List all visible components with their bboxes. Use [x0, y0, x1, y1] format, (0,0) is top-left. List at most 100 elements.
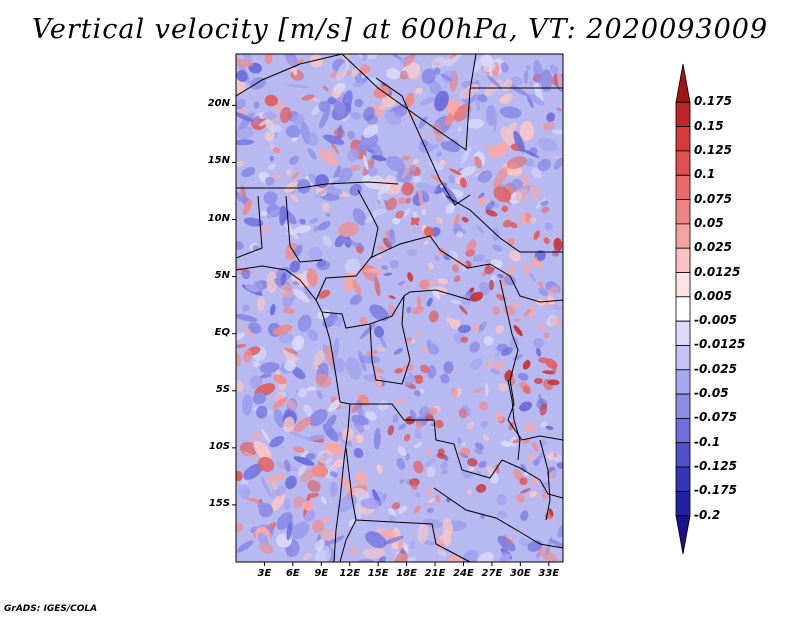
field-patch: [508, 422, 515, 431]
field-patch: [291, 288, 310, 303]
field-patch: [301, 94, 315, 101]
field-patch: [307, 329, 319, 341]
field-patch: [537, 159, 552, 172]
field-patch: [496, 510, 507, 519]
field-patch: [476, 551, 494, 562]
field-patch: [517, 372, 529, 381]
field-patch: [401, 155, 411, 161]
field-patch: [359, 323, 376, 340]
field-patch: [353, 437, 358, 443]
field-patch: [259, 541, 274, 554]
lon-ticks: [263, 562, 550, 566]
field-patch: [492, 305, 500, 315]
field-patch: [401, 182, 414, 196]
field-patch: [548, 508, 554, 516]
field-patch: [446, 317, 456, 324]
field-patch: [534, 250, 546, 262]
field-patch: [413, 441, 423, 449]
field-patch: [270, 472, 281, 492]
field-patch: [236, 139, 255, 146]
field-patch: [330, 141, 340, 155]
field-patch: [377, 193, 385, 207]
field-patch: [236, 82, 245, 98]
field-patch: [465, 249, 476, 257]
field-patch: [426, 131, 432, 137]
border-line: [445, 195, 563, 253]
field-patch: [357, 133, 379, 152]
field-patch: [415, 182, 438, 194]
field-patch: [379, 105, 386, 111]
field-patch: [299, 218, 306, 225]
field-patch: [459, 447, 471, 457]
field-patch: [359, 355, 381, 364]
field-patch: [509, 263, 516, 272]
field-patch: [292, 335, 305, 351]
field-patch: [359, 316, 368, 326]
colorbar-label: -0.075: [694, 410, 737, 425]
colorbar-swatch: [675, 393, 691, 419]
field-patch: [260, 475, 272, 498]
field-patch: [433, 67, 441, 76]
colorbar-label: -0.175: [694, 483, 737, 498]
field-patch: [422, 347, 429, 354]
field-patch: [383, 237, 392, 249]
coastline: [236, 265, 351, 562]
field-patch: [236, 111, 254, 122]
field-patch: [243, 349, 253, 363]
field-patch: [494, 350, 501, 359]
field-patch: [262, 111, 277, 120]
field-patch: [257, 456, 275, 473]
field-patch: [327, 399, 341, 413]
field-patch: [469, 341, 480, 353]
field-patch: [419, 364, 430, 374]
plot-title: Vertical velocity [m/s] at 600hPa, VT: 2…: [31, 14, 769, 45]
field-patch: [285, 242, 299, 261]
border-line: [236, 181, 399, 189]
field-patch: [338, 222, 359, 237]
field-patch: [328, 535, 345, 545]
field-patch: [413, 175, 422, 183]
field-patch: [297, 465, 306, 477]
field-patch: [449, 168, 462, 176]
field-patch: [405, 453, 411, 461]
field-patch: [481, 272, 486, 277]
field-patch: [307, 492, 319, 498]
colorbar-arrow-bottom: [675, 515, 691, 555]
field-patch: [313, 225, 319, 233]
field-patch: [500, 551, 511, 562]
field-patch: [496, 494, 508, 506]
lon-label: 6E: [285, 568, 300, 579]
field-patch: [434, 495, 441, 502]
field-patch: [241, 268, 251, 280]
field-patch: [314, 184, 334, 198]
field-patch: [306, 268, 318, 287]
field-patch: [513, 325, 523, 337]
field-patch: [386, 54, 403, 61]
lat-label: 5N: [214, 269, 230, 281]
field-patch: [454, 213, 460, 227]
field-patch: [298, 388, 308, 398]
field-patch: [509, 250, 521, 262]
field-patch: [553, 237, 563, 252]
field-patch: [485, 201, 495, 212]
field-patch: [236, 313, 258, 322]
field-patch: [533, 59, 544, 84]
field-patch: [398, 505, 408, 514]
field-patch: [236, 160, 244, 167]
colorbar-label: 0.0125: [694, 264, 741, 279]
field-patch: [403, 542, 409, 554]
field-patch: [541, 206, 550, 213]
border-line: [341, 54, 477, 151]
field-patch: [391, 502, 401, 510]
field-patch: [528, 147, 538, 156]
field-patch: [289, 431, 309, 440]
colorbar-swatch: [675, 126, 691, 152]
field-patch: [401, 160, 415, 179]
field-patch: [424, 240, 429, 245]
colorbar-label: 0.05: [694, 215, 724, 230]
field-patch: [284, 54, 298, 68]
field-patch: [289, 260, 301, 273]
lat-label: 15S: [208, 497, 230, 509]
field-patch: [283, 416, 295, 433]
field-patch: [519, 538, 531, 547]
